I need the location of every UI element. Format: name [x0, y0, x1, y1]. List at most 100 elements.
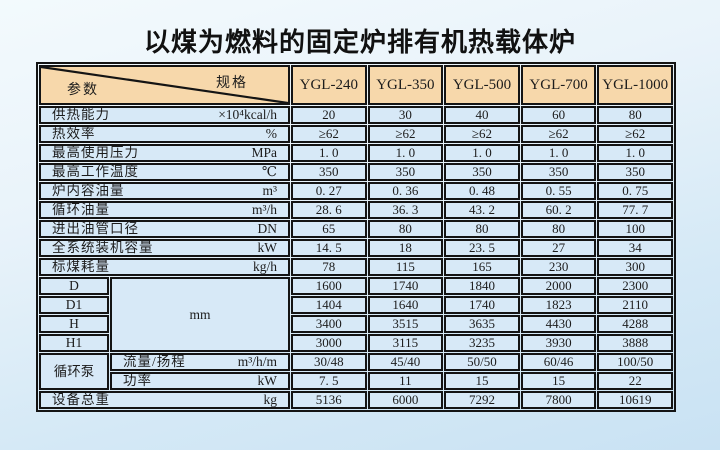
value-cell: 60/46	[520, 353, 597, 371]
row-label-cell: 最高工作温度 ℃	[39, 163, 290, 181]
row-unit: %	[265, 126, 277, 141]
value-cell: 80	[520, 220, 597, 238]
value-cell: 36. 3	[367, 201, 444, 219]
value-cell: 30/48	[291, 353, 367, 371]
dim-label: H	[39, 315, 109, 333]
value-cell: 1840	[444, 277, 520, 295]
value-cell: 3235	[444, 334, 520, 352]
value-cell: 1. 0	[367, 144, 444, 162]
table-row: H1 3000 3115 3235 3930 3888	[39, 334, 673, 352]
value-cell: 40	[444, 106, 520, 124]
table-row: 标煤耗量 kg/h 78 115 165 230 300	[39, 258, 673, 276]
value-cell: 165	[444, 258, 520, 276]
value-cell: 7. 5	[291, 372, 367, 390]
value-cell: 1. 0	[597, 144, 673, 162]
value-cell: ≥62	[291, 125, 367, 143]
value-cell: 350	[291, 163, 367, 181]
column-header: YGL-700	[520, 65, 597, 105]
dim-label: D1	[39, 296, 109, 314]
value-cell: 20	[291, 106, 367, 124]
column-header: YGL-350	[367, 65, 444, 105]
value-cell: 230	[520, 258, 597, 276]
value-cell: 60	[520, 106, 597, 124]
value-cell: 15	[444, 372, 520, 390]
value-cell: 80	[444, 220, 520, 238]
value-cell: 45/40	[367, 353, 444, 371]
value-cell: 3115	[367, 334, 444, 352]
value-cell: 0. 55	[520, 182, 597, 200]
row-label-cell: 标煤耗量 kg/h	[39, 258, 290, 276]
value-cell: 27	[520, 239, 597, 257]
row-unit: kg	[263, 392, 278, 407]
value-cell: 350	[597, 163, 673, 181]
value-cell: 11	[367, 372, 444, 390]
value-cell: 6000	[367, 391, 444, 409]
value-cell: 7292	[444, 391, 520, 409]
value-cell: 4288	[597, 315, 673, 333]
row-unit: m³/h	[251, 202, 277, 217]
row-label: 流量/扬程	[123, 354, 186, 369]
header-row: 规格 参数 YGL-240 YGL-350 YGL-500 YGL-700 YG…	[39, 65, 673, 105]
value-cell: 30	[367, 106, 444, 124]
value-cell: 4430	[520, 315, 597, 333]
value-cell: 0. 75	[597, 182, 673, 200]
value-cell: 350	[367, 163, 444, 181]
row-unit: kW	[257, 373, 278, 388]
value-cell: 115	[367, 258, 444, 276]
row-label: 热效率	[52, 126, 96, 141]
value-cell: 10619	[597, 391, 673, 409]
table-row: D mm 1600 1740 1840 2000 2300	[39, 277, 673, 352]
page-title: 以煤为燃料的固定炉排有机热载体炉	[143, 27, 576, 57]
value-cell: 77. 7	[597, 201, 673, 219]
value-cell: 3635	[444, 315, 520, 333]
value-cell: 18	[367, 239, 444, 257]
value-cell: 22	[597, 372, 673, 390]
column-header: YGL-1000	[597, 65, 673, 105]
value-cell: 28. 6	[291, 201, 367, 219]
value-cell: 80	[597, 106, 673, 124]
value-cell: 80	[367, 220, 444, 238]
value-cell: 1. 0	[444, 144, 520, 162]
table-row: 热效率 % ≥62 ≥62 ≥62 ≥62 ≥62	[39, 125, 673, 143]
table-row: 进出油管口径 DN 65 80 80 80 100	[39, 220, 673, 238]
row-label: 供热能力	[52, 107, 110, 122]
table-row: 炉内容油量 m³ 0. 27 0. 36 0. 48 0. 55 0. 75	[39, 182, 673, 200]
row-label: 进出油管口径	[52, 221, 139, 236]
dim-label: H1	[39, 334, 109, 352]
value-cell: ≥62	[520, 125, 597, 143]
row-label-cell: 炉内容油量 m³	[39, 182, 290, 200]
table-row: 供热能力 ×10⁴kcal/h 20 30 40 60 80	[39, 106, 673, 124]
row-label-cell: 供热能力 ×10⁴kcal/h	[39, 106, 290, 124]
value-cell: ≥62	[444, 125, 520, 143]
value-cell: 78	[291, 258, 367, 276]
table-row: 最高使用压力 MPa 1. 0 1. 0 1. 0 1. 0 1. 0	[39, 144, 673, 162]
value-cell: 350	[444, 163, 520, 181]
value-cell: 50/50	[444, 353, 520, 371]
table-row: 循环泵 流量/扬程 m³/h/m 30/48 45/40 50/50 60/46…	[39, 353, 673, 390]
value-cell: 1740	[367, 277, 444, 295]
value-cell: 0. 36	[367, 182, 444, 200]
value-cell: 3930	[520, 334, 597, 352]
value-cell: 23. 5	[444, 239, 520, 257]
corner-spec-label: 规格	[216, 76, 248, 91]
row-unit: DN	[257, 221, 278, 236]
table-row: 功率 kW 7. 5 11 15 15 22	[39, 372, 673, 390]
value-cell: 15	[520, 372, 597, 390]
row-label-cell: 全系统装机容量 kW	[39, 239, 290, 257]
row-label: 设备总重	[52, 392, 110, 407]
value-cell: 60. 2	[520, 201, 597, 219]
table-row: H 3400 3515 3635 4430 4288	[39, 315, 673, 333]
column-header: YGL-240	[291, 65, 367, 105]
row-unit: kW	[257, 240, 278, 255]
row-label-cell: 进出油管口径 DN	[39, 220, 290, 238]
row-label-cell: 功率 kW	[110, 372, 290, 390]
value-cell: ≥62	[367, 125, 444, 143]
value-cell: 3515	[367, 315, 444, 333]
row-label: 循环油量	[52, 202, 110, 217]
row-label-cell: 设备总重 kg	[39, 391, 290, 409]
row-label: 炉内容油量	[52, 183, 125, 198]
value-cell: 1823	[520, 296, 597, 314]
row-label-cell: 循环油量 m³/h	[39, 201, 290, 219]
value-cell: 100	[597, 220, 673, 238]
